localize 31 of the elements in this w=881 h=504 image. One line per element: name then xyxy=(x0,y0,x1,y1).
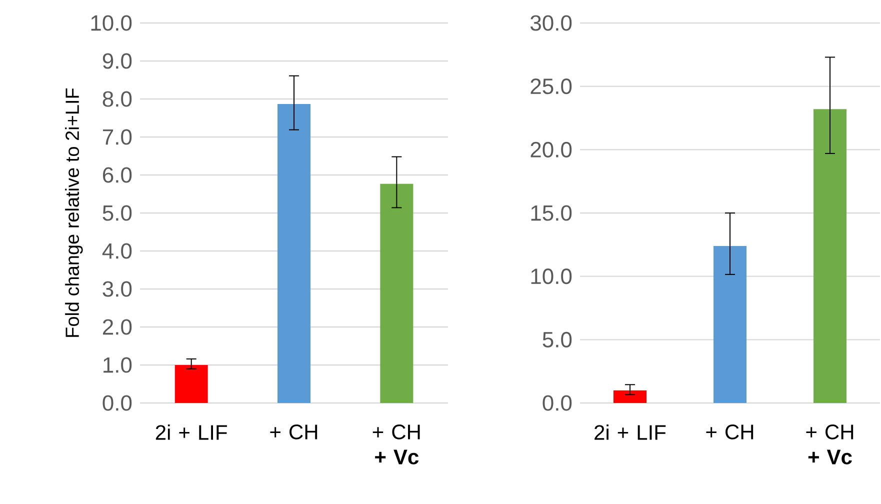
y-tick-label: 3.0 xyxy=(102,281,132,297)
x-tick-label: 2i + LIF xyxy=(594,424,666,440)
y-tick-label: 30.0 xyxy=(530,15,572,31)
y-tick-label: 4.0 xyxy=(102,243,132,259)
y-tick-label: 9.0 xyxy=(102,53,132,69)
y-tick-label: 7.0 xyxy=(103,129,132,145)
y-tick-label: 10.0 xyxy=(531,268,572,284)
bar xyxy=(814,109,847,403)
y-tick-label: 8.0 xyxy=(102,91,132,107)
x-tick-label: 2i + LIF xyxy=(156,424,227,440)
y-tick-label: 0.0 xyxy=(102,395,132,411)
bar xyxy=(278,104,310,403)
y-tick-label: 6.0 xyxy=(103,167,132,183)
y-tick-label: 1.0 xyxy=(104,357,132,373)
y-tick-label: 15.0 xyxy=(531,205,572,221)
bar xyxy=(174,365,208,403)
x-tick-label: + CH xyxy=(270,424,318,440)
y-tick-label: 0.0 xyxy=(542,395,572,411)
y-tick-label: 5.0 xyxy=(542,332,572,348)
y-tick-label: 20.0 xyxy=(530,142,572,158)
x-tick-label: + CH xyxy=(706,424,754,440)
x-tick-label: + CH + Vc xyxy=(806,424,854,464)
bar xyxy=(714,246,747,403)
y-tick-label: 25.0 xyxy=(530,78,572,94)
y-tick-label: 5.0 xyxy=(102,205,132,221)
x-tick-label: + CH + Vc xyxy=(372,424,420,464)
y-tick-label: 10.0 xyxy=(91,15,132,31)
bar xyxy=(380,184,414,403)
y-tick-label: 2.0 xyxy=(103,319,132,335)
y-axis-title: Fold change relative to 2i+LIF xyxy=(65,88,83,337)
bar xyxy=(614,390,647,403)
